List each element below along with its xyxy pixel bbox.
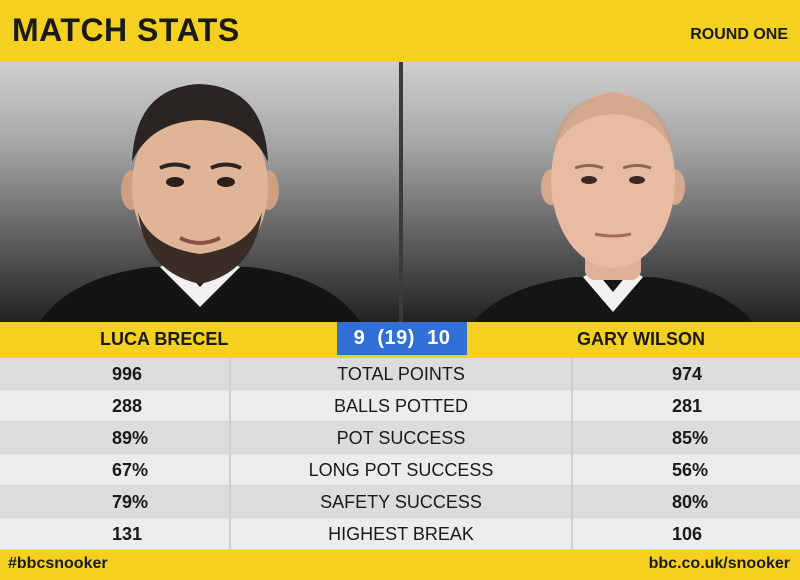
stat-left-value: 89% — [112, 428, 149, 448]
header-bar: MATCH STATS ROUND ONE — [0, 0, 800, 62]
stats-table: 996 TOTAL POINTS 974 288 BALLS POTTED 28… — [0, 358, 800, 550]
stat-row: 288 BALLS POTTED 281 — [0, 390, 800, 422]
stat-right-value: 56% — [672, 460, 709, 480]
stat-label: BALLS POTTED — [229, 390, 573, 422]
stat-left-value: 288 — [112, 396, 143, 416]
stat-right-value: 80% — [672, 492, 709, 512]
stat-label: POT SUCCESS — [229, 422, 573, 454]
stat-right-value: 106 — [672, 524, 703, 544]
stat-label: SAFETY SUCCESS — [229, 486, 573, 518]
player-photos — [0, 62, 800, 322]
stat-row: 67% LONG POT SUCCESS 56% — [0, 454, 800, 486]
hashtag-label: #bbcsnooker — [8, 555, 108, 572]
player-name-left: LUCA BRECEL — [100, 329, 229, 349]
footer-bar: #bbcsnooker bbc.co.uk/snooker — [0, 550, 800, 580]
stat-left-value: 79% — [112, 492, 149, 512]
stat-row: 79% SAFETY SUCCESS 80% — [0, 486, 800, 518]
player-name-right: GARY WILSON — [576, 329, 705, 349]
stat-right-value: 85% — [672, 428, 709, 448]
player-portrait-left — [40, 84, 360, 322]
match-score: 9 (19) 10 — [337, 322, 467, 355]
stat-row: 996 TOTAL POINTS 974 — [0, 358, 800, 390]
stat-row: 131 HIGHEST BREAK 106 — [0, 518, 800, 550]
stat-label: HIGHEST BREAK — [229, 518, 573, 550]
stat-left-value: 67% — [112, 460, 149, 480]
photo-divider — [399, 62, 403, 322]
player-portrait-right — [473, 92, 753, 322]
stat-row: 89% POT SUCCESS 85% — [0, 422, 800, 454]
stat-right-value: 281 — [672, 396, 703, 416]
page-title: MATCH STATS — [12, 12, 240, 48]
website-url: bbc.co.uk/snooker — [648, 555, 790, 572]
stat-left-value: 996 — [112, 364, 143, 384]
stat-right-value: 974 — [672, 364, 703, 384]
player-photo-left — [0, 62, 399, 322]
stat-left-value: 131 — [112, 524, 143, 544]
stat-label: LONG POT SUCCESS — [229, 454, 573, 486]
round-label: ROUND ONE — [690, 26, 788, 43]
stat-label: TOTAL POINTS — [229, 358, 573, 390]
player-photo-right — [403, 62, 800, 322]
